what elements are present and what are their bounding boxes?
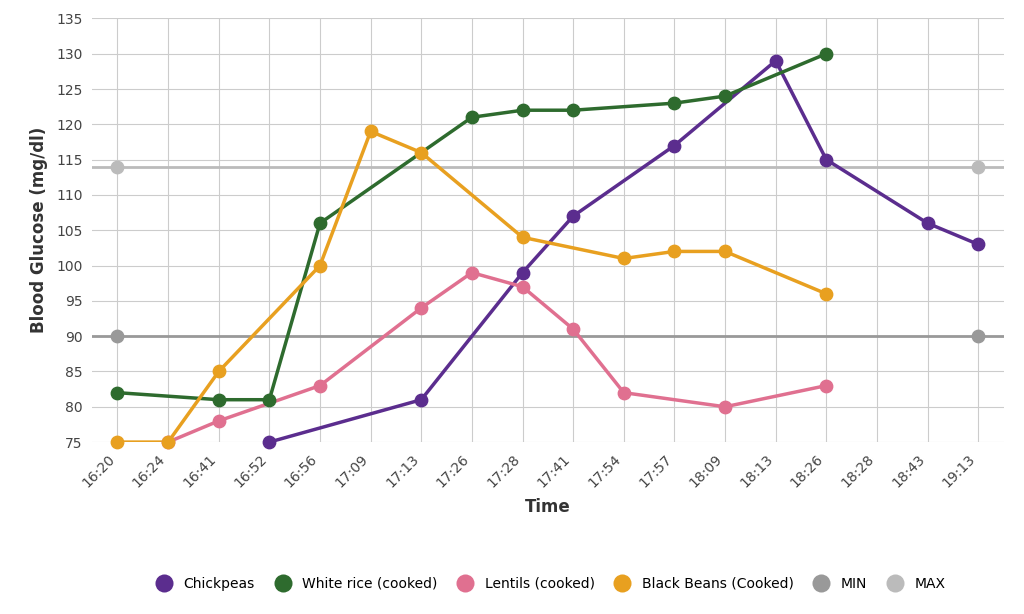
Point [818, 381, 835, 391]
Point [110, 437, 126, 447]
Point [970, 239, 986, 249]
Legend: Chickpeas, White rice (cooked), Lentils (cooked), Black Beans (Cooked), MIN, MAX: Chickpeas, White rice (cooked), Lentils … [144, 571, 951, 596]
Point [514, 282, 530, 292]
Point [514, 233, 530, 243]
Point [970, 162, 986, 172]
Point [110, 332, 126, 341]
Point [311, 219, 328, 228]
Point [311, 381, 328, 391]
Point [615, 254, 632, 263]
Point [818, 289, 835, 299]
Point [818, 49, 835, 59]
Point [514, 268, 530, 278]
Point [565, 324, 582, 334]
Point [514, 106, 530, 115]
Point [261, 437, 278, 447]
Point [211, 367, 227, 376]
Point [818, 155, 835, 165]
Point [464, 268, 480, 278]
Point [615, 388, 632, 398]
Point [362, 126, 379, 136]
Point [717, 91, 733, 101]
Point [667, 141, 683, 150]
Point [970, 332, 986, 341]
Point [667, 247, 683, 257]
Point [717, 247, 733, 257]
Point [413, 148, 429, 158]
Point [160, 437, 176, 447]
Point [311, 261, 328, 271]
Point [768, 56, 784, 66]
Point [261, 395, 278, 405]
Point [413, 303, 429, 313]
Point [464, 112, 480, 122]
Point [211, 416, 227, 426]
Point [160, 437, 176, 447]
Point [110, 162, 126, 172]
Point [413, 395, 429, 405]
X-axis label: Time: Time [525, 499, 570, 516]
Point [717, 402, 733, 412]
Point [211, 395, 227, 405]
Y-axis label: Blood Glucose (mg/dl): Blood Glucose (mg/dl) [30, 127, 47, 333]
Point [565, 106, 582, 115]
Point [920, 219, 936, 228]
Point [110, 388, 126, 398]
Point [565, 211, 582, 221]
Point [667, 98, 683, 108]
